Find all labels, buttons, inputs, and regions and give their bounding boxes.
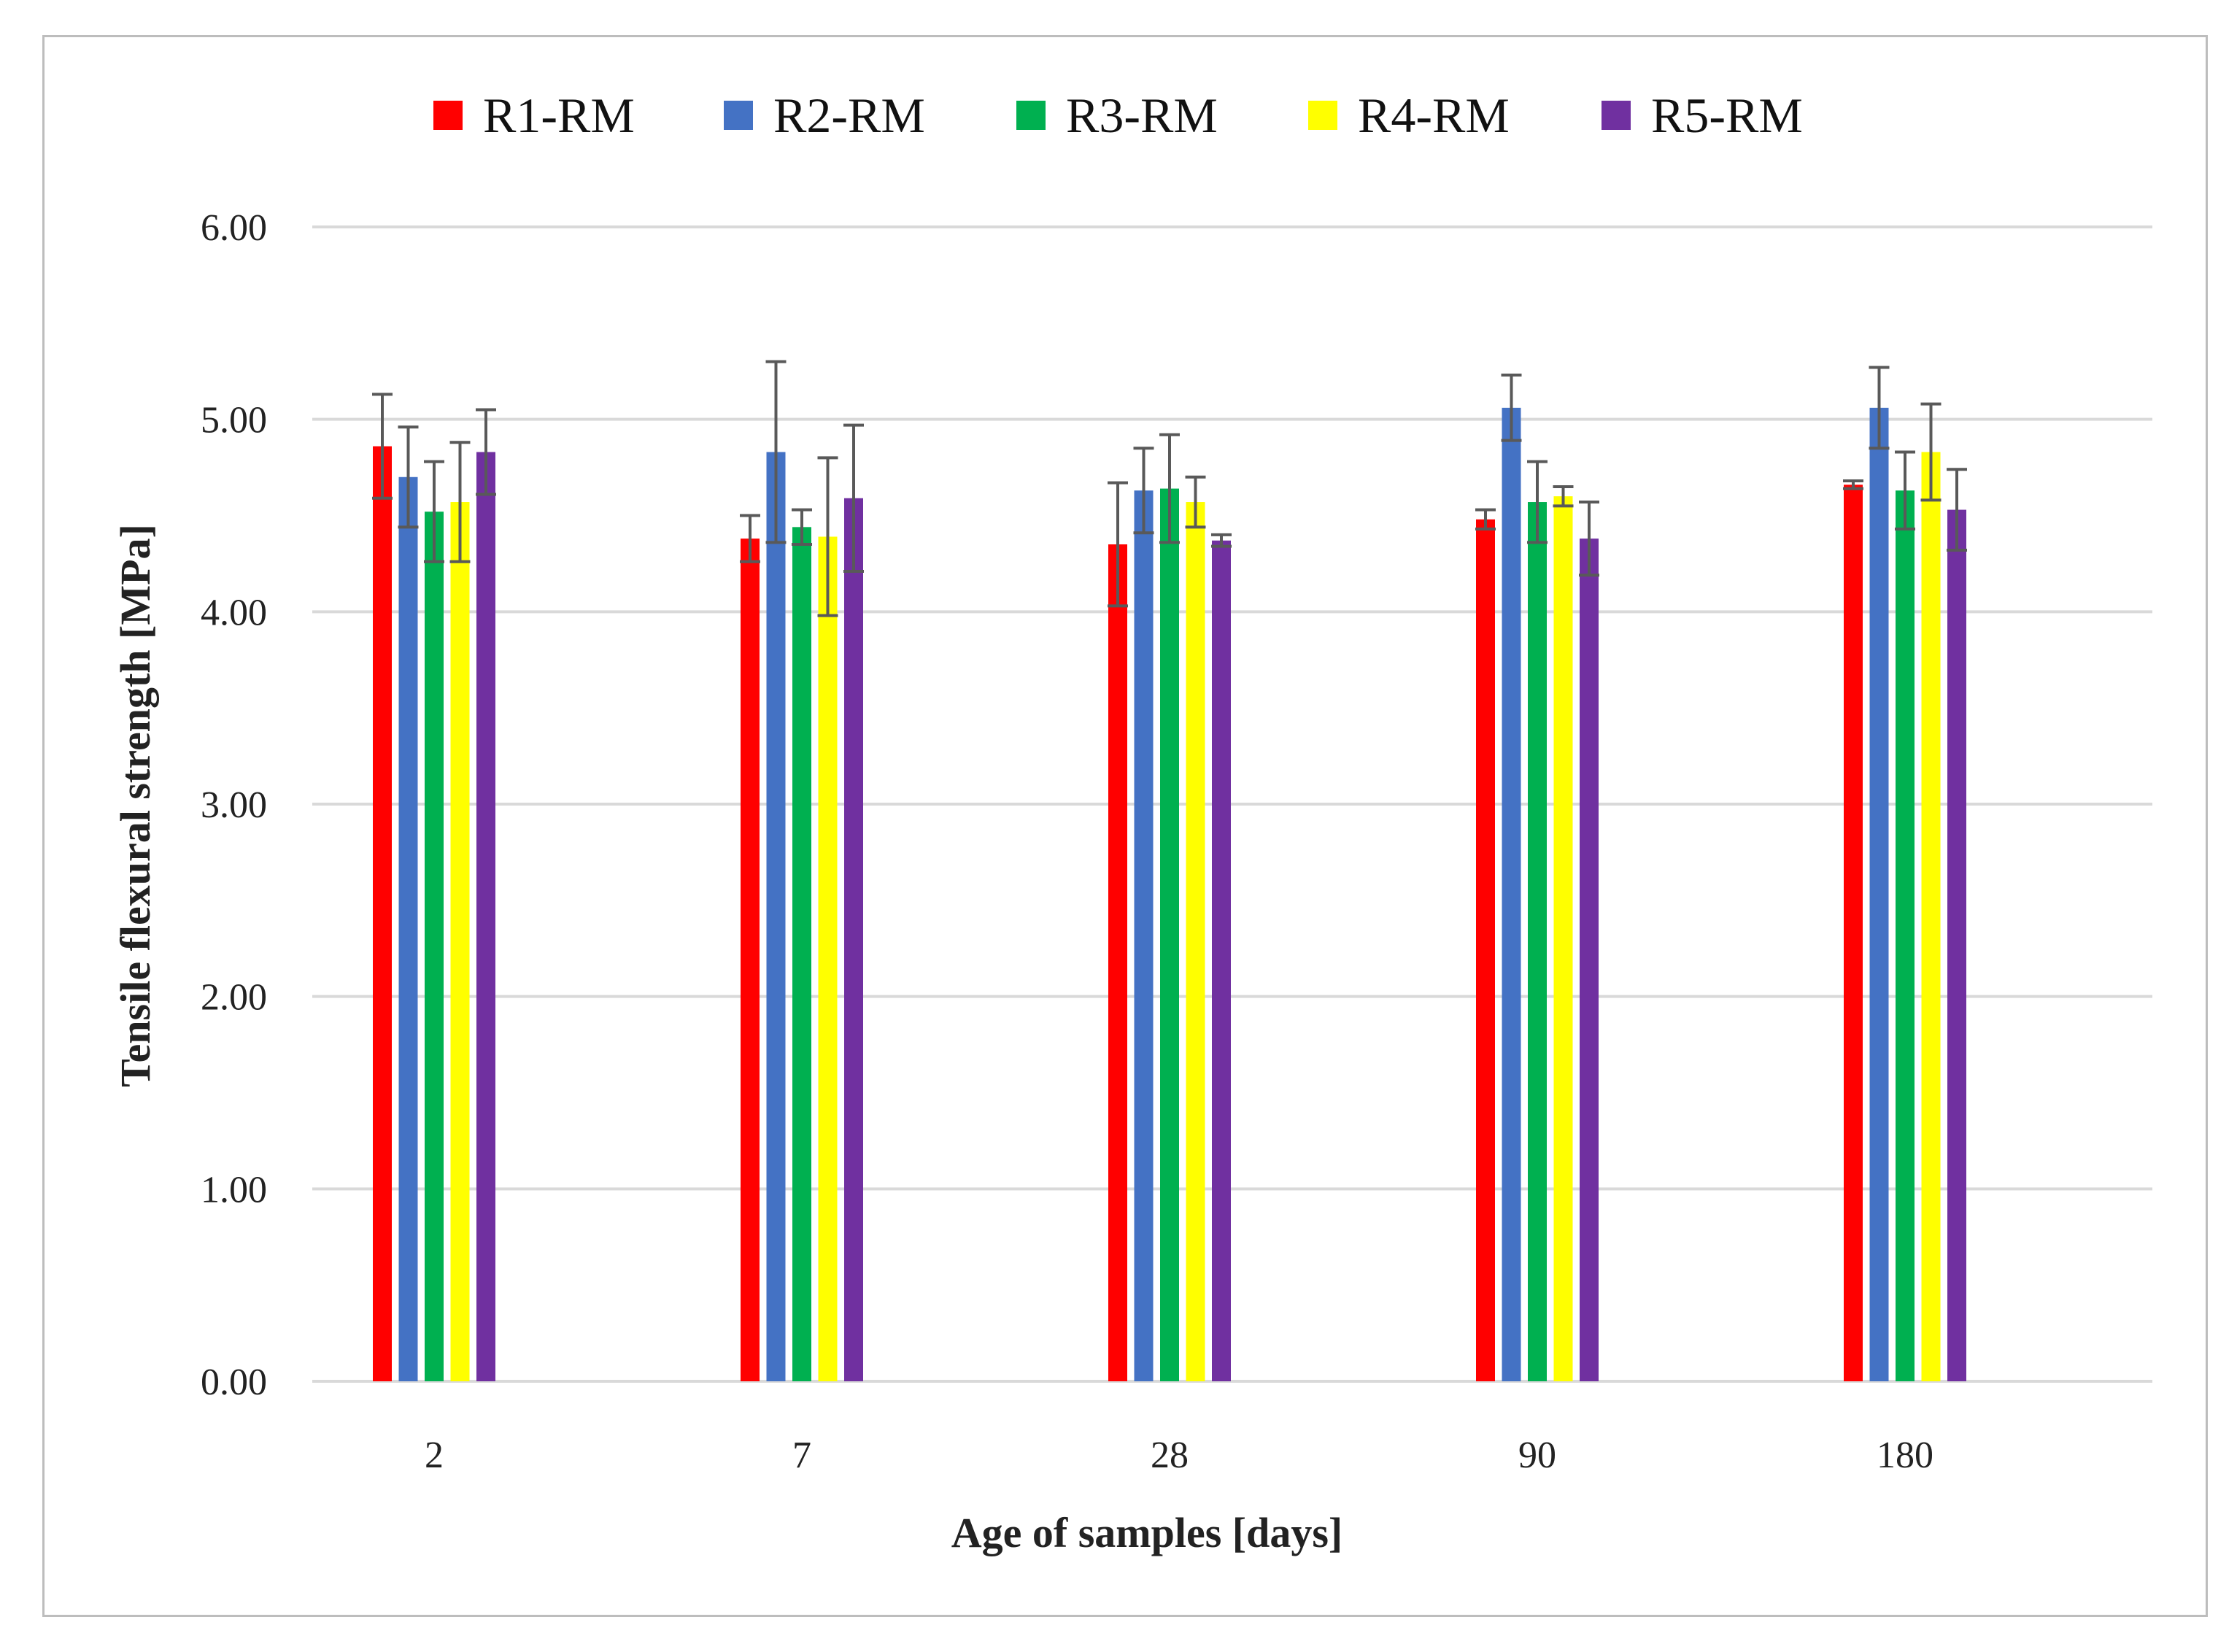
bar-R4-RM-90 xyxy=(1553,496,1573,1382)
x-tick-label: 7 xyxy=(792,1435,811,1476)
y-tick-label: 2.00 xyxy=(201,977,267,1019)
legend-label: R1-RM xyxy=(483,88,635,143)
y-axis-title: Tensile flexural strength [MPa] xyxy=(112,524,159,1087)
x-tick-label: 180 xyxy=(1877,1435,1933,1476)
legend: R1-RM R2-RM R3-RM R4-RM R5-RM xyxy=(433,88,1803,143)
x-tick-label: 28 xyxy=(1151,1435,1189,1476)
bar-R3-RM-28 xyxy=(1160,488,1179,1381)
bar-R3-RM-180 xyxy=(1896,490,1915,1381)
bar-R3-RM-90 xyxy=(1528,502,1547,1381)
bar-R1-RM-2 xyxy=(373,446,392,1381)
bar-R5-RM-90 xyxy=(1580,539,1599,1381)
bar-R1-RM-28 xyxy=(1108,544,1127,1381)
bar-R4-RM-7 xyxy=(818,536,838,1381)
bar-R1-RM-90 xyxy=(1476,519,1495,1381)
bar-R2-RM-180 xyxy=(1869,407,1889,1381)
x-axis-title: Age of samples [days] xyxy=(951,1509,1342,1556)
bar-R5-RM-180 xyxy=(1947,509,1966,1381)
x-tick-label: 2 xyxy=(425,1435,444,1476)
legend-label: R3-RM xyxy=(1066,88,1218,143)
bar-R2-RM-2 xyxy=(398,476,418,1382)
y-tick-label: 4.00 xyxy=(201,592,267,633)
x-tick-label: 90 xyxy=(1518,1435,1556,1476)
bars xyxy=(373,407,1966,1382)
legend-label: R2-RM xyxy=(773,88,925,143)
bar-R1-RM-180 xyxy=(1844,485,1863,1381)
bar-R2-RM-7 xyxy=(766,452,786,1381)
y-tick-label: 1.00 xyxy=(201,1169,267,1211)
y-axis-ticks: 0.00 1.00 2.00 3.00 4.00 5.00 6.00 xyxy=(201,207,267,1403)
legend-swatch-R3-RM xyxy=(1016,101,1046,130)
y-tick-label: 5.00 xyxy=(201,400,267,441)
bar-R4-RM-180 xyxy=(1921,452,1941,1381)
legend-swatch-R1-RM xyxy=(433,101,463,130)
x-axis-ticks: 2 7 28 90 180 xyxy=(425,1435,1933,1476)
bar-R4-RM-28 xyxy=(1186,502,1205,1381)
legend-swatch-R4-RM xyxy=(1308,101,1337,130)
bar-R5-RM-28 xyxy=(1212,540,1231,1382)
bar-R2-RM-28 xyxy=(1134,490,1154,1381)
bar-R4-RM-2 xyxy=(450,502,470,1381)
y-tick-label: 6.00 xyxy=(201,207,267,249)
bar-R2-RM-90 xyxy=(1502,407,1521,1381)
legend-label: R5-RM xyxy=(1651,88,1803,143)
bar-R5-RM-7 xyxy=(844,498,863,1381)
bar-R3-RM-7 xyxy=(792,527,811,1381)
bar-R3-RM-2 xyxy=(425,512,444,1381)
y-tick-label: 0.00 xyxy=(201,1362,267,1403)
legend-label: R4-RM xyxy=(1358,88,1510,143)
legend-swatch-R5-RM xyxy=(1602,101,1631,130)
error-bars xyxy=(372,360,1967,617)
y-tick-label: 3.00 xyxy=(201,784,267,826)
legend-swatch-R2-RM xyxy=(724,101,753,130)
bar-R5-RM-2 xyxy=(476,452,495,1381)
bar-R1-RM-7 xyxy=(741,539,760,1381)
